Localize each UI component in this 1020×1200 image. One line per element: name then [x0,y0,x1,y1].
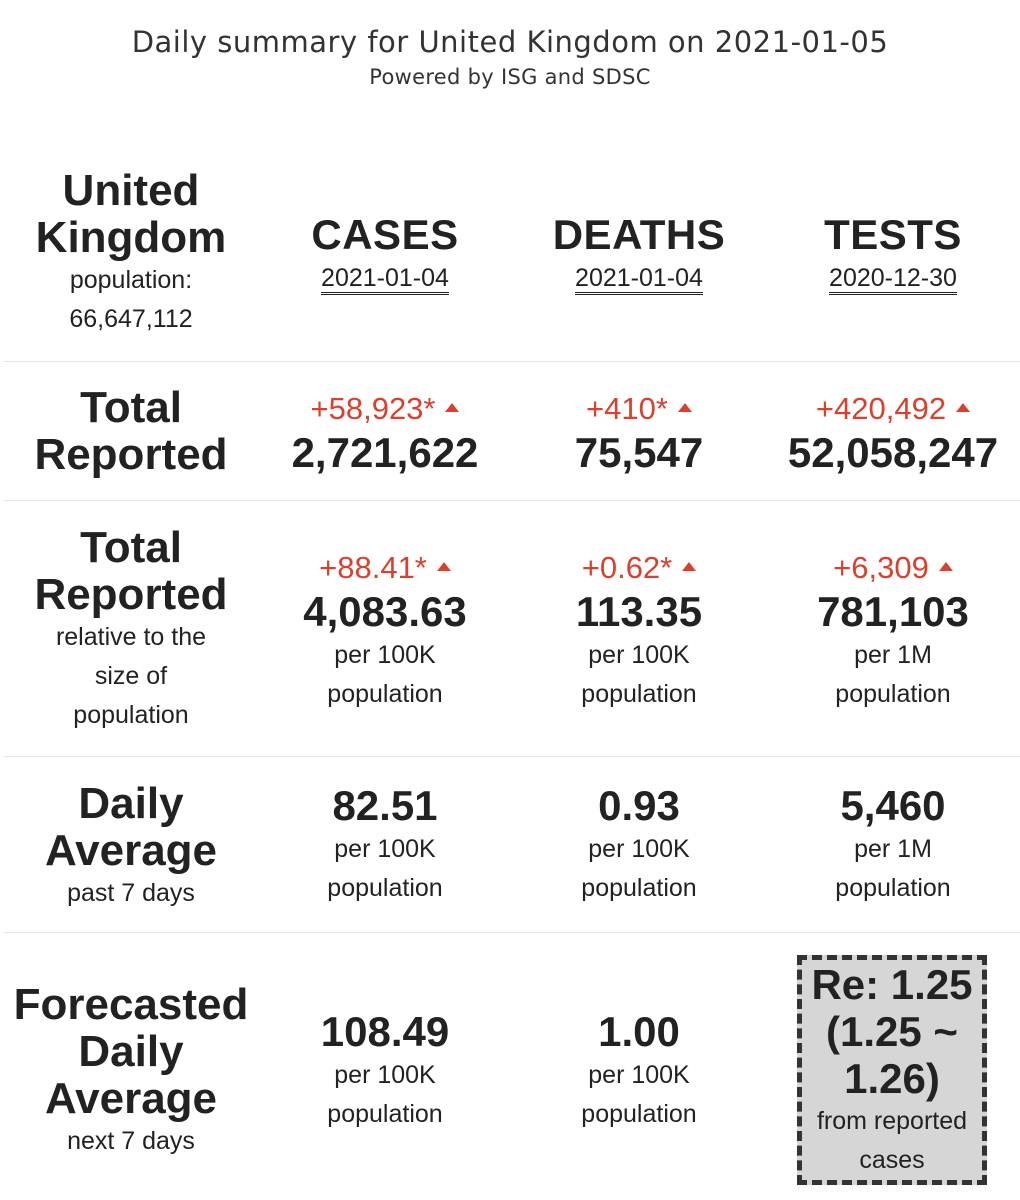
tests-average-value: 5,460 [840,782,946,829]
daily-average-label-line1: Daily [78,778,184,828]
tests-relative-unit-line1: per 1M [854,641,932,669]
region-name-line2: Kingdom [35,212,227,262]
tests-header-label: TESTS [824,211,962,258]
deaths-relative-cell: +0.62* 113.35 per 100K population [512,545,766,717]
re-value-line2: (1.25 ~ [826,1007,958,1055]
row-divider [4,500,1020,501]
daily-average-sub-line1: past 7 days [67,878,195,907]
deaths-relative-delta: +0.62* [582,548,697,588]
relative-sub-line1: relative to the [55,622,207,651]
deaths-column-header: DEATHS 2021-01-04 [512,205,766,300]
deaths-forecast-unit-line1: per 100K [588,1061,690,1089]
deaths-forecast-unit-line2: population [581,1100,697,1128]
tests-average-unit-line1: per 1M [854,835,932,863]
region-cell: United Kingdom population: 66,647,112 [0,165,262,340]
forecast-label: Forecasted Daily Average next 7 days [0,980,262,1162]
cases-total-value: 2,721,622 [291,429,479,476]
relative-label: Total Reported relative to the size of p… [0,522,262,736]
row-divider [4,756,1020,757]
tests-total-delta: +420,492 [816,389,971,429]
increase-arrow-icon [445,403,460,413]
deaths-average-cell: 0.93 per 100K population [512,780,766,910]
tests-average-cell: 5,460 per 1M population [766,780,1020,910]
row-divider [4,361,1020,362]
total-reported-label-line2: Reported [34,430,228,479]
deaths-relative-unit-line1: per 100K [588,641,690,669]
re-note-line2: cases [859,1145,925,1174]
re-value-line1: Re: 1.25 [811,960,973,1008]
cases-relative-delta: +88.41* [319,548,451,588]
relative-label-line1: Total [80,522,182,572]
deaths-header-date[interactable]: 2021-01-04 [575,264,703,295]
tests-column-header: TESTS 2020-12-30 [766,205,1020,300]
cases-total-cell: +58,923* 2,721,622 [258,386,512,480]
daily-average-label-line2: Average [44,825,218,875]
cases-forecast-unit-line2: population [327,1100,443,1128]
deaths-total-value: 75,547 [574,429,704,476]
increase-arrow-icon [682,562,697,572]
cases-forecast-unit-line1: per 100K [334,1061,436,1089]
region-name-line1: United [62,165,200,215]
deaths-relative-value: 113.35 [575,588,703,635]
tests-relative-value: 781,103 [817,588,969,635]
population-value: 66,647,112 [69,304,193,333]
deaths-average-unit-line1: per 100K [588,835,690,863]
increase-arrow-icon [677,403,692,413]
tests-relative-cell: +6,309 781,103 per 1M population [766,545,1020,717]
cases-relative-cell: +88.41* 4,083.63 per 100K population [258,545,512,717]
cases-header-date[interactable]: 2021-01-04 [321,264,449,295]
increase-arrow-icon [938,562,953,572]
daily-average-label: Daily Average past 7 days [0,778,262,914]
cases-forecast-cell: 108.49 per 100K population [258,1006,512,1136]
cases-header-label: CASES [311,211,459,258]
cases-average-value: 82.51 [332,782,438,829]
tests-average-unit-line2: population [835,874,951,902]
deaths-average-unit-line2: population [581,874,697,902]
deaths-forecast-cell: 1.00 per 100K population [512,1006,766,1136]
cases-forecast-value: 108.49 [320,1008,450,1055]
total-reported-label: Total Reported [0,383,262,479]
cases-average-unit-line1: per 100K [334,835,436,863]
forecast-sub-line1: next 7 days [67,1127,195,1155]
re-note-line1: from reported [816,1106,968,1135]
deaths-header-label: DEATHS [552,211,726,258]
forecast-label-line3: Average [44,1074,218,1123]
page-subtitle: Powered by ISG and SDSC [369,65,651,89]
row-divider [4,932,1020,933]
cases-column-header: CASES 2021-01-04 [258,205,512,300]
cases-relative-value: 4,083.63 [303,588,467,635]
tests-relative-unit-line2: population [835,680,951,708]
cases-average-cell: 82.51 per 100K population [258,780,512,910]
cases-relative-unit-line1: per 100K [334,641,436,669]
deaths-total-delta: +410* [586,389,692,429]
tests-header-date[interactable]: 2020-12-30 [829,264,957,295]
deaths-total-cell: +410* 75,547 [512,386,766,480]
deaths-average-value: 0.93 [598,782,680,829]
relative-label-line2: Reported [34,569,228,619]
re-value-line3: 1.26) [844,1054,940,1102]
cases-total-delta: +58,923* [311,389,460,429]
tests-total-value: 52,058,247 [787,429,999,476]
deaths-relative-unit-line2: population [581,680,697,708]
deaths-forecast-value: 1.00 [598,1008,680,1055]
relative-sub-line3: population [73,700,189,729]
population-label: population: [69,265,193,294]
page-title: Daily summary for United Kingdom on 2021… [131,25,889,59]
increase-arrow-icon [436,562,451,572]
relative-sub-line2: size of [94,661,168,690]
tests-total-cell: +420,492 52,058,247 [766,386,1020,480]
forecast-label-line2: Daily [78,1027,184,1076]
cases-average-unit-line2: population [327,874,443,902]
increase-arrow-icon [956,403,971,413]
reproduction-number-box[interactable]: Re: 1.25 (1.25 ~ 1.26) from reported cas… [797,955,987,1185]
forecast-label-line1: Forecasted [13,980,249,1029]
total-reported-label-line1: Total [80,383,182,432]
tests-relative-delta: +6,309 [833,548,953,588]
cases-relative-unit-line2: population [327,680,443,708]
